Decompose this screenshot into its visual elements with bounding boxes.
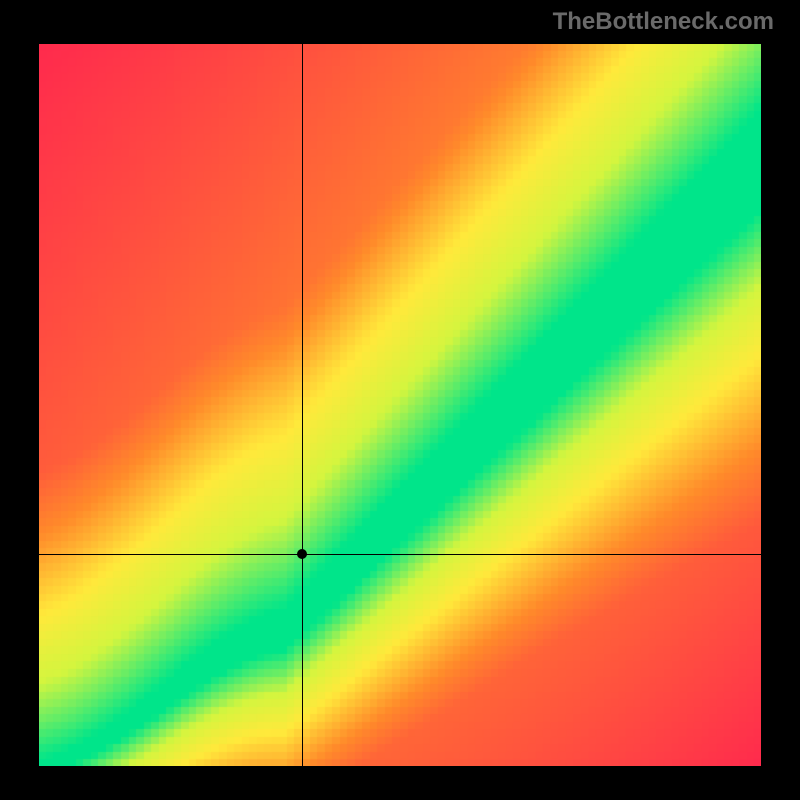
watermark: TheBottleneck.com — [553, 8, 774, 36]
heatmap-chart — [38, 43, 762, 767]
crosshair-horizontal — [38, 554, 762, 555]
heatmap-canvas — [38, 43, 762, 767]
crosshair-marker — [297, 549, 307, 559]
crosshair-vertical — [302, 43, 303, 767]
